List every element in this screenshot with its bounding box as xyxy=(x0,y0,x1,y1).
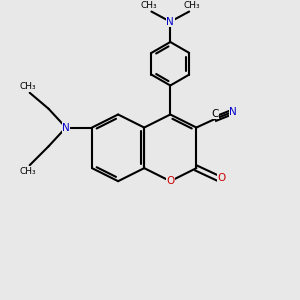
Text: CH₃: CH₃ xyxy=(20,82,37,91)
Text: N: N xyxy=(62,122,70,133)
Text: CH₃: CH₃ xyxy=(184,1,200,10)
Text: C: C xyxy=(212,109,219,118)
Text: O: O xyxy=(166,176,174,186)
Text: CH₃: CH₃ xyxy=(140,1,157,10)
Text: O: O xyxy=(218,173,226,183)
Text: N: N xyxy=(229,106,237,117)
Text: CH₃: CH₃ xyxy=(20,167,37,176)
Text: N: N xyxy=(167,17,174,27)
